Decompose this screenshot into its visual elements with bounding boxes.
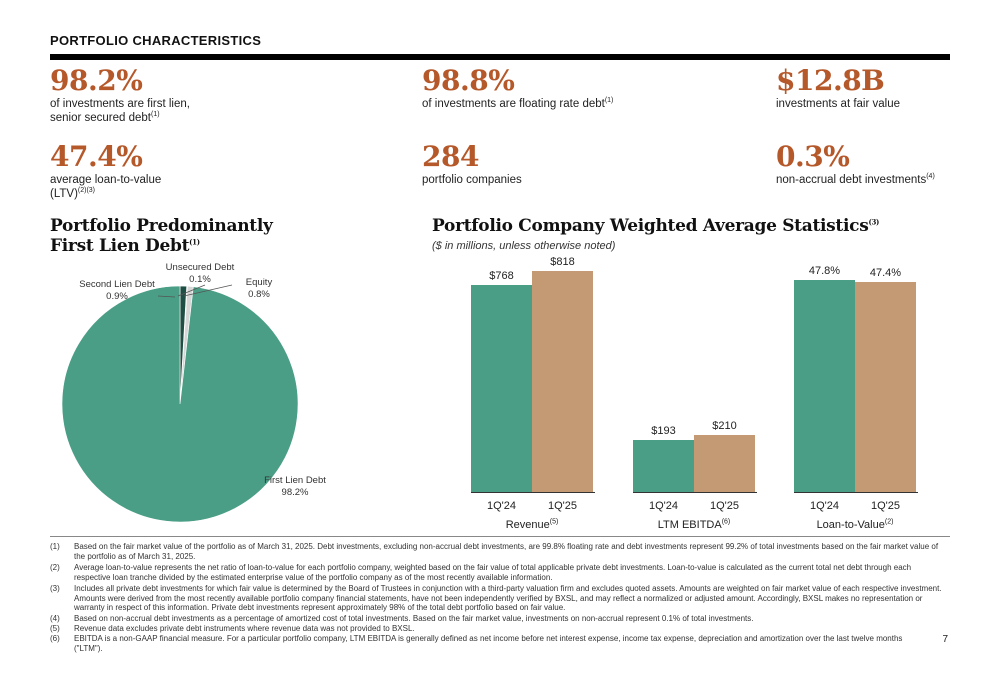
bar-data-label: 47.8%: [808, 265, 841, 277]
footnote-4: (4) Based on non-accrual debt investments…: [50, 614, 945, 624]
stat-value: 0.3%: [776, 140, 850, 173]
bar-ltm-ebitda-1q25: [694, 435, 755, 492]
bar-data-label: $768: [489, 269, 514, 282]
stat-footnote-ref: (1): [151, 111, 160, 119]
bar-data-label: $818: [550, 256, 575, 268]
stat-desc-line1: of investments are first lien,: [50, 98, 190, 110]
stat-desc-line1: average loan-to-value: [50, 174, 162, 186]
footnote-num: (3): [50, 584, 60, 593]
pie-title-line1: Portfolio Predominantly: [50, 216, 273, 236]
stat-first-lien: 98.2% of investments are first lien, seni…: [50, 64, 190, 125]
bar-tick-label: 1Q'25: [870, 500, 900, 512]
bar-ltm-ebitda-1q24: [633, 439, 694, 492]
stat-ltv: 47.4% average loan-to-value (LTV)(2)(3): [50, 140, 161, 201]
pie-label-text: Equity: [245, 277, 273, 288]
bar-tick-label: 1Q'24: [486, 500, 516, 512]
stat-fair-value: $12.8B investments at fair value: [776, 64, 900, 111]
stat-value: 98.8%: [422, 64, 515, 97]
footnote-num: (6): [50, 634, 60, 643]
bar-revenue-1q24: [471, 284, 532, 492]
footnote-num: (2): [50, 563, 60, 572]
bar-title-footnote-ref: (3): [868, 217, 880, 227]
bar-data-label: $193: [651, 424, 676, 437]
pie-label-value: 0.1%: [189, 274, 211, 285]
stat-footnote-ref: (1): [604, 97, 614, 105]
bar-revenue-1q25: [532, 271, 593, 492]
stat-value: 47.4%: [50, 140, 143, 173]
stat-desc: average loan-to-value (LTV)(2)(3): [50, 173, 161, 201]
pie-leader-equity: [183, 284, 233, 297]
footnote-text: Based on the fair market value of the po…: [74, 542, 939, 561]
bar-section-subtitle: ($ in millions, unless otherwise noted): [432, 240, 616, 252]
bar-tick-label: 1Q'24: [648, 500, 678, 512]
header-rule: [50, 54, 950, 60]
pie-label-second-lien: Second Lien Debt 0.9%: [72, 279, 162, 303]
pie-label-text: Second Lien Debt: [79, 279, 155, 290]
pie-label-value: 0.9%: [106, 291, 128, 302]
stat-desc: investments at fair value: [776, 98, 901, 110]
stat-value: $12.8B: [776, 64, 885, 97]
bar-loan-to-value-1q24: [794, 280, 855, 492]
stat-non-accrual: 0.3% non-accrual debt investments(4): [776, 140, 935, 187]
stat-value: 284: [422, 140, 479, 173]
footnote-text: Based on non-accrual debt investments as…: [74, 614, 754, 623]
footnote-rule: [50, 536, 950, 537]
pie-section-title: Portfolio Predominantly First Lien Debt(…: [50, 216, 273, 256]
bar-category-label: LTM EBITDA(6): [657, 518, 731, 531]
footnote-num: (4): [50, 614, 60, 623]
stat-desc: portfolio companies: [422, 174, 522, 186]
bar-data-label: $210: [712, 420, 737, 433]
stat-desc: of investments are floating rate debt(1): [422, 97, 613, 111]
pie-title-footnote-ref: (1): [189, 237, 200, 247]
pie-chart: [61, 284, 299, 523]
bar-category-label: Loan-to-Value(2): [816, 518, 894, 531]
pie-label-text: Unsecured Debt: [165, 262, 235, 273]
bar-baseline: [794, 492, 918, 493]
pie-label-value: 98.2%: [281, 487, 309, 498]
footnote-text: EBITDA is a non-GAAP financial measure. …: [74, 634, 903, 653]
pie-label-value: 0.8%: [248, 289, 270, 300]
stat-footnote-ref: (2)(3): [77, 187, 96, 195]
pie-label-first-lien: First Lien Debt 98.2%: [255, 475, 335, 499]
pie-leader-unsecured: [177, 284, 206, 297]
stat-desc: non-accrual debt investments(4): [776, 173, 935, 187]
bar-tick-label: 1Q'25: [709, 500, 739, 512]
pie-label-text: First Lien Debt: [264, 475, 326, 486]
stat-footnote-ref: (4): [926, 173, 935, 181]
bar-baseline: [471, 492, 595, 493]
bar-title-text: Portfolio Company Weighted Average Stati…: [432, 216, 869, 236]
footnote-num: (5): [50, 624, 60, 633]
footnote-text: Revenue data excludes private debt instr…: [74, 624, 415, 633]
stat-value: 98.2%: [50, 64, 143, 97]
stat-desc: of investments are first lien, senior sec…: [50, 97, 190, 125]
stat-desc-line1: of investments are floating rate debt: [422, 98, 605, 110]
footnote-6: (6) EBITDA is a non-GAAP financial measur…: [50, 634, 930, 653]
pie-slice-first-lien-debt: [61, 285, 299, 523]
bar-section-title: Portfolio Company Weighted Average Stati…: [432, 216, 879, 236]
footnote-3: (3) Includes all private debt investments…: [50, 584, 945, 613]
bar-tick-label: 1Q'25: [547, 500, 577, 512]
bar-tick-label: 1Q'24: [809, 500, 839, 512]
stat-floating-rate: 98.8% of investments are floating rate d…: [422, 64, 613, 111]
pie-leader-second-lien: [157, 295, 176, 298]
pie-label-unsecured: Unsecured Debt 0.1%: [165, 262, 235, 286]
pie-title-line2: First Lien Debt: [50, 236, 190, 256]
bar-category-label: Revenue(5): [505, 518, 559, 531]
footnote-1: (1) Based on the fair market value of the…: [50, 542, 945, 561]
stat-desc-line2: senior secured debt: [50, 112, 152, 124]
page-number: 7: [942, 634, 948, 645]
footnote-2: (2) Average loan-to-value represents the …: [50, 563, 945, 582]
section-header: PORTFOLIO CHARACTERISTICS: [50, 33, 262, 48]
footnote-text: Includes all private debt investments fo…: [74, 584, 942, 613]
footnote-text: Average loan-to-value represents the net…: [74, 563, 912, 582]
stat-desc-line2: (LTV): [50, 188, 78, 200]
bar-baseline: [633, 492, 757, 493]
bar-loan-to-value-1q25: [855, 281, 916, 492]
pie-label-equity: Equity 0.8%: [234, 277, 284, 301]
footnote-num: (1): [50, 542, 60, 551]
footnote-5: (5) Revenue data excludes private debt in…: [50, 624, 945, 634]
stat-portfolio-companies: 284 portfolio companies: [422, 140, 522, 187]
stat-desc-line1: non-accrual debt investments: [776, 174, 927, 186]
bar-data-label: 47.4%: [869, 266, 902, 279]
